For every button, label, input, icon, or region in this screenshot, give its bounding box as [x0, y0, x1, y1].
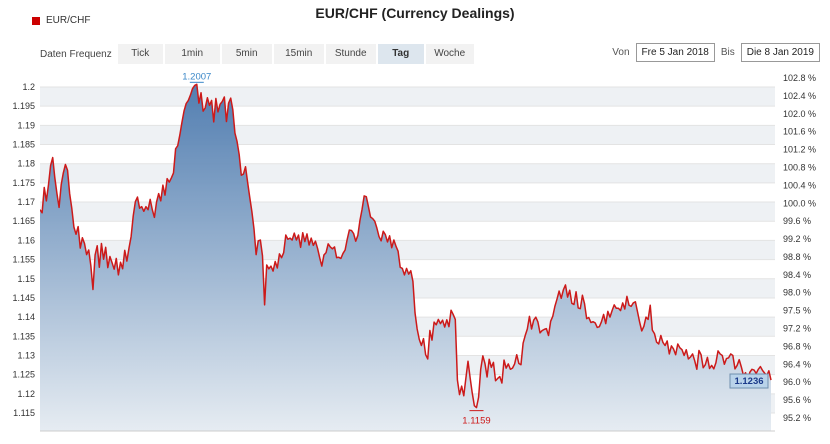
freq-button-stunde[interactable]: Stunde [325, 44, 376, 64]
series-area [40, 84, 771, 431]
y-right-tick-label: 98.4 % [783, 270, 811, 280]
y-right-tick-label: 100.4 % [783, 180, 816, 190]
y-right-tick-label: 102.0 % [783, 109, 816, 119]
y-left-tick-label: 1.165 [12, 216, 35, 226]
y-right-tick-label: 97.2 % [783, 324, 811, 334]
y-right-tick-label: 100.8 % [783, 162, 816, 172]
frequency-label: Daten Frequenz [40, 48, 112, 60]
high-label: 1.2007 [182, 71, 211, 82]
freq-button-15min[interactable]: 15min [273, 44, 324, 64]
y-left-tick-label: 1.185 [12, 140, 35, 150]
y-right-tick-label: 96.0 % [783, 377, 811, 387]
y-left-tick-label: 1.14 [17, 312, 35, 322]
y-right-tick-label: 100.0 % [783, 198, 816, 208]
legend-label: EUR/CHF [46, 15, 91, 26]
y-left-tick-label: 1.145 [12, 293, 35, 303]
freq-button-woche[interactable]: Woche [425, 44, 474, 64]
y-left-tick-label: 1.12 [17, 389, 35, 399]
y-left-tick-label: 1.135 [12, 331, 35, 341]
y-right-tick-label: 102.8 % [783, 73, 816, 83]
to-date-field[interactable]: Die 8 Jan 2019 [740, 43, 820, 62]
freq-button-tag[interactable]: Tag [377, 44, 424, 64]
date-range: Von Fre 5 Jan 2018 Bis Die 8 Jan 2019 [606, 43, 820, 62]
y-left-tick-label: 1.13 [17, 350, 35, 360]
y-right-tick-label: 99.6 % [783, 216, 811, 226]
y-left-tick-label: 1.2 [22, 82, 35, 92]
y-left-tick-label: 1.125 [12, 370, 35, 380]
y-left-tick-label: 1.175 [12, 178, 35, 188]
last-value-box [729, 373, 769, 389]
y-left-tick-label: 1.115 [13, 408, 35, 418]
y-right-tick-label: 97.5 % [783, 306, 811, 316]
y-right-tick-label: 95.2 % [783, 413, 811, 423]
freq-button-5min[interactable]: 5min [221, 44, 272, 64]
y-left-tick-label: 1.15 [17, 274, 35, 284]
freq-button-tick[interactable]: Tick [117, 44, 163, 64]
y-right-tick-label: 98.8 % [783, 252, 811, 262]
y-left-tick-label: 1.19 [17, 120, 35, 130]
y-right-tick-label: 101.6 % [783, 127, 816, 137]
y-left-tick-label: 1.18 [17, 159, 35, 169]
annotations: 1.2007 1.1159 1.1236 [182, 71, 769, 427]
frequency-toolbar: Daten Frequenz Tick 1min 5min 15min Stun… [38, 44, 476, 64]
y-right-tick-label: 102.4 % [783, 91, 816, 101]
y-right-tick-label: 99.2 % [783, 234, 811, 244]
y-left-tick-label: 1.155 [12, 255, 35, 265]
legend[interactable]: EUR/CHF [32, 15, 90, 26]
y-left-tick-label: 1.17 [17, 197, 35, 207]
grid-band [40, 125, 775, 145]
y-right-tick-label: 95.6 % [783, 395, 811, 405]
y-axis-right: 95.2 % 95.6 % 96.0 % 96.4 % 96.8 % 97.2 % 97.5… [783, 73, 816, 423]
grid-band [40, 87, 775, 107]
to-label: Bis [720, 47, 735, 58]
y-right-tick-label: 96.8 % [783, 341, 811, 351]
grid-band [40, 163, 775, 183]
freq-button-1min[interactable]: 1min [164, 44, 220, 64]
y-axis-left: 1.115 1.12 1.125 1.13 1.135 1.14 1.145 1.15 1.15… [12, 82, 35, 418]
low-label: 1.1159 [462, 416, 490, 427]
series-line-eur-chf [40, 83, 772, 409]
from-date-field[interactable]: Fre 5 Jan 2018 [635, 43, 715, 62]
y-right-tick-label: 98.0 % [783, 288, 811, 298]
last-value-label: 1.1236 [734, 376, 763, 387]
y-right-tick-label: 101.2 % [783, 145, 816, 155]
legend-swatch [32, 16, 40, 25]
y-right-tick-label: 96.4 % [783, 359, 811, 369]
y-left-tick-label: 1.16 [17, 235, 35, 245]
y-left-tick-label: 1.195 [12, 101, 35, 111]
chart-title: EUR/CHF (Currency Dealings) [315, 5, 515, 21]
from-label: Von [612, 47, 630, 58]
